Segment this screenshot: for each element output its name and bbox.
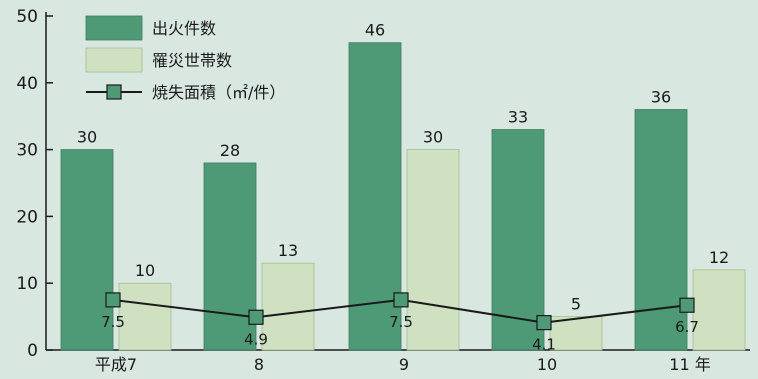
data-label-fire-count: 28: [220, 141, 240, 160]
bar-fire-count: [348, 42, 402, 351]
data-label-fire-count: 33: [508, 108, 528, 127]
burned-area-marker: [105, 292, 121, 308]
legend-swatch-fire-count: [85, 15, 143, 41]
data-label-households: 5: [571, 295, 581, 314]
x-tick-label: 平成7: [95, 355, 137, 374]
bar-fire-count: [60, 149, 114, 351]
data-label-burned-area: 7.5: [101, 313, 125, 331]
data-label-households: 12: [709, 248, 729, 267]
bar-fire-count: [634, 109, 688, 351]
data-label-fire-count: 46: [365, 21, 385, 40]
x-tick-label: 10: [537, 355, 557, 374]
bar-households: [118, 282, 172, 351]
x-tick-label: 9: [399, 355, 409, 374]
burned-area-marker: [536, 315, 552, 331]
burned-area-marker: [393, 292, 409, 308]
bar-households: [692, 269, 746, 351]
bar-fire-count: [203, 162, 257, 351]
burned-area-marker: [248, 309, 264, 325]
data-label-households: 10: [135, 261, 155, 280]
y-tick-label: 20: [16, 207, 38, 227]
legend-label-burned-area: 焼失面積（㎡/件）: [152, 83, 285, 102]
data-label-burned-area: 7.5: [389, 313, 413, 331]
data-label-fire-count: 36: [651, 88, 671, 107]
data-label-fire-count: 30: [77, 128, 97, 147]
x-tick-label: 11 年: [669, 355, 710, 374]
data-label-burned-area: 6.7: [675, 318, 699, 336]
burned-area-marker: [679, 297, 695, 313]
y-tick-label: 30: [16, 141, 38, 161]
data-label-households: 13: [278, 241, 298, 260]
bar-fire-count: [491, 129, 545, 351]
legend-label-households: 罹災世帯数: [152, 51, 232, 70]
y-tick-label: 10: [16, 274, 38, 294]
data-label-burned-area: 4.9: [244, 330, 268, 348]
y-tick-label: 40: [16, 74, 38, 94]
y-tick-label: 50: [16, 7, 38, 27]
bar-households: [406, 149, 460, 351]
data-label-households: 30: [423, 128, 443, 147]
bar-households: [549, 316, 603, 351]
x-tick-label: 8: [254, 355, 264, 374]
y-tick-label: 0: [27, 341, 38, 361]
bar-households: [261, 262, 315, 351]
legend-marker-burned-area: [106, 84, 122, 100]
legend-swatch-households: [85, 47, 143, 73]
legend-label-fire-count: 出火件数: [152, 19, 216, 38]
data-label-burned-area: 4.1: [532, 336, 556, 354]
